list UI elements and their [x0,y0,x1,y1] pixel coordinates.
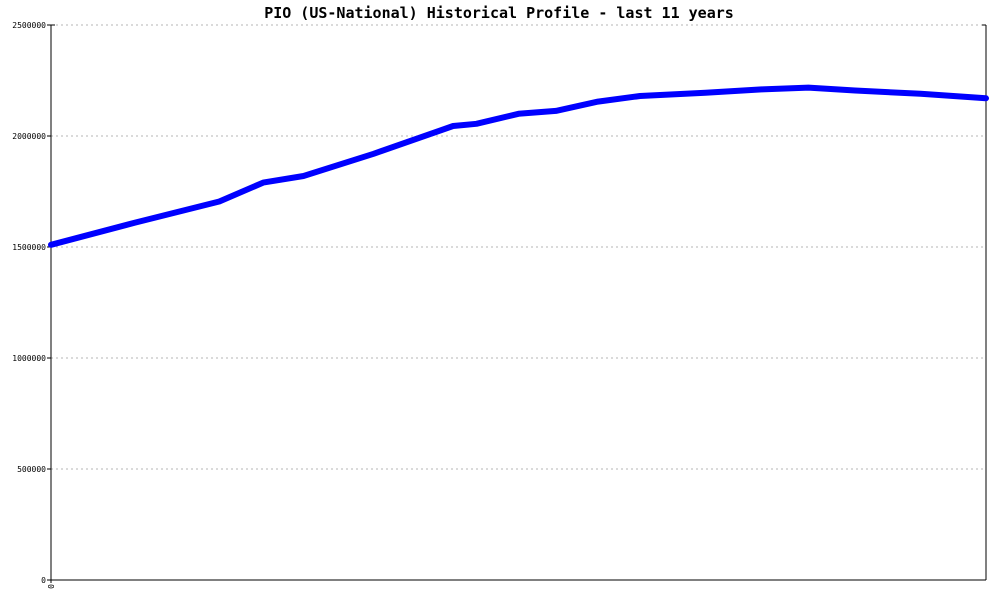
series-line [48,84,989,248]
y-tick-label: 2000000 [12,132,46,141]
y-tick-label: 0 [41,576,46,585]
y-tick-label: 1500000 [12,243,46,252]
x-axis-ticks: 0 [47,580,56,589]
grid-lines [51,24,986,470]
y-tick-label: 1000000 [12,354,46,363]
x-tick-label: 0 [47,584,56,589]
y-axis-ticks: 0 500000 1000000 1500000 2000000 2500000 [12,21,51,585]
series-lines [48,84,989,248]
chart-title: PIO (US-National) Historical Profile - l… [264,4,734,22]
axes [50,24,987,581]
y-tick-label: 500000 [17,465,46,474]
y-tick-label: 2500000 [12,21,46,30]
